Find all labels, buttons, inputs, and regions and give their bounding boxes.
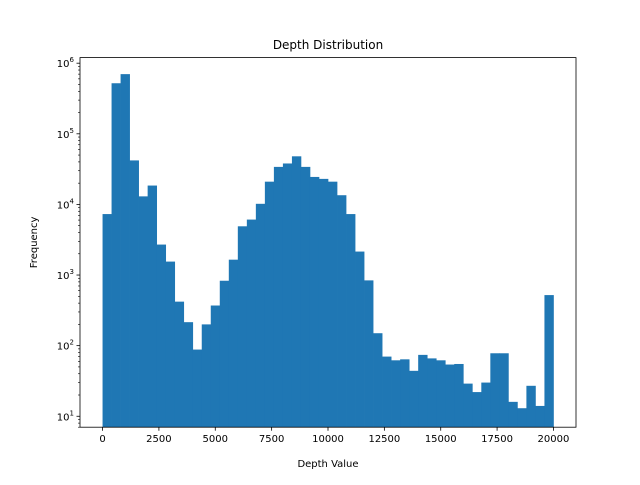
histogram-bar: [192, 349, 203, 428]
histogram-bar: [409, 370, 419, 428]
y-axis-label: Frequency: [29, 216, 40, 268]
histogram-bar: [255, 203, 266, 428]
histogram-bars: [102, 74, 554, 428]
histogram-bar: [111, 83, 121, 428]
histogram-bar: [174, 301, 185, 428]
histogram-bar: [463, 383, 473, 428]
histogram-bar: [237, 226, 248, 428]
y-tick-label: 105: [57, 127, 74, 141]
x-tick-label: 0: [99, 434, 105, 445]
x-tick-label: 5000: [203, 434, 228, 445]
histogram-bar: [291, 156, 302, 428]
histogram-bar: [309, 176, 320, 428]
histogram-bar: [328, 181, 338, 428]
histogram-bar: [400, 359, 410, 428]
chart-title: Depth Distribution: [273, 38, 383, 52]
histogram-bar: [454, 363, 464, 428]
histogram-bar: [246, 219, 257, 428]
histogram-bar: [337, 195, 347, 428]
histogram-bar: [138, 196, 148, 428]
histogram-bar: [481, 382, 491, 428]
histogram-bar: [228, 259, 239, 428]
histogram-bar: [373, 333, 383, 428]
x-tick-label: 7500: [259, 434, 284, 445]
histogram-bar: [346, 214, 356, 428]
x-tick-label: 17500: [481, 434, 513, 445]
histogram-bar: [490, 353, 500, 428]
x-tick-label: 20000: [538, 434, 570, 445]
histogram-bar: [364, 280, 374, 428]
y-tick-label: 106: [57, 56, 75, 70]
x-axis-ticks: 0 2500 5000 7500 10000 12500 15000 17500 20000: [99, 427, 569, 445]
histogram-bar: [508, 401, 518, 428]
histogram-bar: [201, 324, 212, 428]
histogram-bar: [355, 251, 365, 428]
histogram-bar: [129, 160, 139, 428]
histogram-bar: [219, 280, 230, 428]
histogram-bar: [517, 408, 527, 428]
histogram-bar: [382, 356, 392, 428]
y-axis-ticks: 101 102 103 104 105 106: [57, 56, 80, 428]
histogram-bar: [472, 392, 482, 428]
histogram-bar: [102, 214, 112, 428]
histogram-bar: [499, 353, 509, 428]
histogram-bar: [273, 166, 284, 428]
y-tick-label: 104: [57, 197, 75, 211]
histogram-bar: [147, 185, 158, 428]
histogram-bar: [445, 364, 455, 428]
histogram-bar: [544, 295, 554, 428]
histogram-bar: [264, 181, 275, 428]
histogram-bar: [300, 166, 311, 428]
histogram-bar: [418, 354, 428, 428]
y-tick-label: 101: [57, 409, 74, 423]
x-tick-label: 15000: [425, 434, 457, 445]
histogram-bar: [427, 358, 437, 428]
histogram-bar: [183, 322, 194, 428]
x-tick-label: 12500: [368, 434, 400, 445]
histogram-bar: [535, 405, 545, 428]
histogram-bar: [156, 244, 167, 428]
y-tick-label: 102: [57, 339, 74, 353]
histogram-bar: [318, 178, 329, 428]
histogram-bar: [165, 261, 176, 428]
histogram-bar: [210, 305, 221, 428]
x-tick-label: 10000: [312, 434, 344, 445]
x-tick-label: 2500: [146, 434, 171, 445]
histogram-bar: [282, 163, 293, 428]
histogram-bar: [120, 74, 130, 428]
y-tick-label: 103: [57, 268, 74, 282]
x-axis-label: Depth Value: [297, 459, 358, 470]
histogram-bar: [436, 360, 446, 428]
histogram-bar: [526, 385, 536, 428]
histogram-bar: [391, 360, 401, 428]
